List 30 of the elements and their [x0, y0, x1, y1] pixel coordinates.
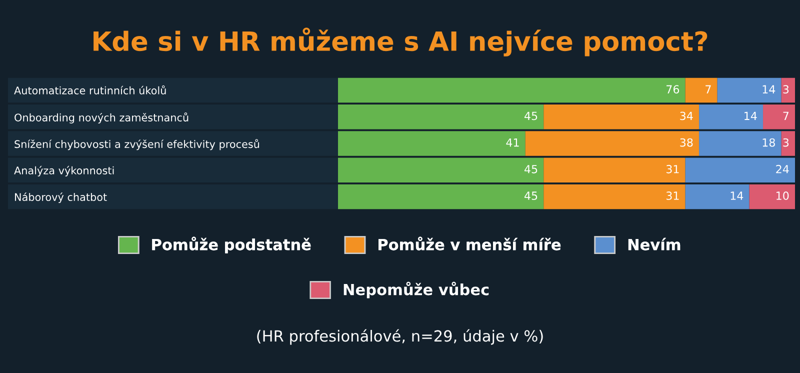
data-label: 31 — [666, 164, 679, 174]
data-label: 7 — [783, 112, 788, 120]
text: Pomůže podstatně — [152, 236, 311, 254]
y-tick-label: Snížení chybovosti a zvýšení efektivity procesů — [14, 139, 260, 150]
data-label: 10 — [776, 192, 789, 200]
data-label: 45 — [524, 112, 538, 120]
chart-title: Kde si v HR můžeme s AI nejvíce pomoct? — [94, 28, 708, 56]
data-label: 45 — [524, 192, 538, 200]
y-tick-label: Onboarding nových zaměstnanců — [14, 112, 188, 124]
legend-label: Nevím — [628, 238, 680, 250]
y-tick-label: Náborový chatbot — [15, 192, 107, 204]
data-label: 18 — [762, 138, 775, 147]
data-label: 3 — [783, 138, 789, 147]
data-label: 41 — [506, 138, 519, 147]
data-label: 76 — [666, 85, 680, 94]
data-label: 24 — [776, 164, 789, 174]
data-label: 45 — [524, 165, 538, 174]
legend-label: Nepomůže vůbec — [344, 282, 489, 298]
data-label: 31 — [666, 192, 679, 200]
data-label: 38 — [680, 138, 693, 147]
data-label: 14 — [744, 112, 757, 120]
legend-label: Pomůže v menší míře — [378, 236, 561, 250]
data-label: 14 — [730, 192, 744, 200]
data-label: 14 — [762, 85, 776, 94]
data-label: 7 — [706, 85, 711, 94]
y-tick-label: Automatizace rutinních úkolů — [14, 85, 166, 94]
text: (HR profesionálové, n=29, údaje v %) — [257, 329, 543, 345]
data-label: 3 — [783, 85, 789, 94]
data-label: 34 — [680, 112, 693, 120]
y-tick-label: Analýza výkonnosti — [14, 166, 114, 176]
